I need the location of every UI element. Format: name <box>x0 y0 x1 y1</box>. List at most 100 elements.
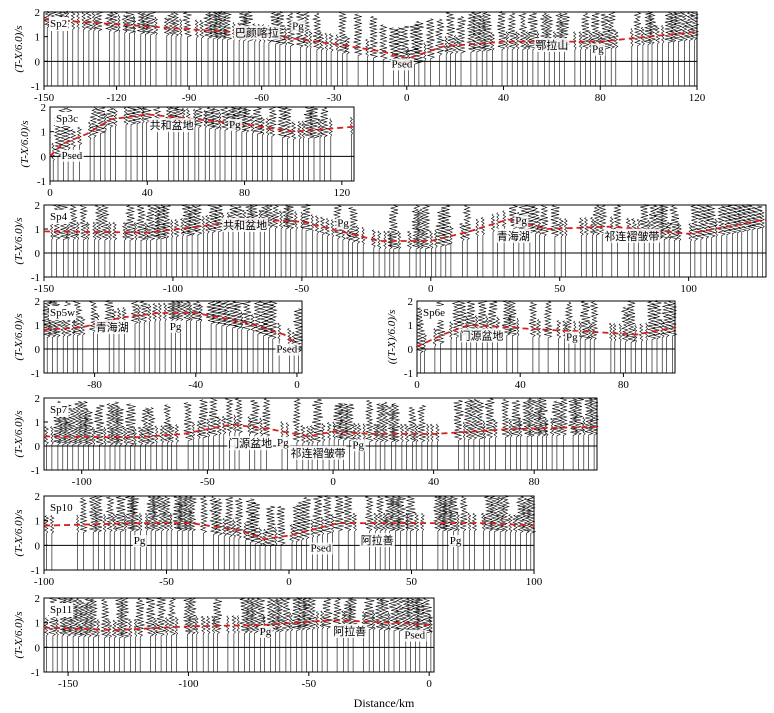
y-tick-label: 2 <box>35 7 41 19</box>
trace <box>50 426 54 470</box>
trace <box>600 13 611 86</box>
trace <box>485 398 495 470</box>
trace <box>333 495 345 570</box>
trace <box>556 320 562 373</box>
trace <box>578 31 583 86</box>
x-tick-label: -90 <box>182 92 197 104</box>
trace <box>727 205 738 277</box>
pg-pick-curve <box>416 324 676 348</box>
trace <box>411 205 421 277</box>
trace <box>275 598 285 672</box>
trace <box>183 402 193 470</box>
trace <box>742 204 753 277</box>
y-tick-label: 0 <box>35 642 41 654</box>
trace <box>211 107 221 181</box>
trace <box>135 598 145 672</box>
trace <box>202 11 213 86</box>
trace <box>222 300 232 373</box>
trace <box>580 12 591 86</box>
trace <box>297 120 302 181</box>
trace <box>581 416 586 470</box>
trace <box>413 20 425 86</box>
trace <box>73 598 84 672</box>
seismic-traces-sp11 <box>43 597 434 672</box>
panel-sp4: -1 0 1 2 -150 -100 -50 0 50 100 (T-X/6.0)/s Sp4 共和盆地… <box>13 200 767 295</box>
trace <box>516 317 520 373</box>
trace <box>270 205 281 277</box>
y-tick-label: 1 <box>35 32 41 44</box>
trace <box>231 615 237 672</box>
x-tick-label: 0 <box>47 187 53 199</box>
y-tick-label: 1 <box>35 417 41 429</box>
y-tick-label: 0 <box>35 441 41 453</box>
annotation-backdrop <box>564 331 580 344</box>
trace <box>375 495 385 570</box>
trace <box>451 300 462 373</box>
x-tick-label: 80 <box>239 187 251 199</box>
trace <box>388 205 400 277</box>
trace <box>415 208 425 277</box>
trace <box>300 204 312 277</box>
x-tick-label: 100 <box>526 576 543 588</box>
x-tick-label: -50 <box>301 678 316 690</box>
trace <box>252 107 264 181</box>
trace <box>51 142 56 181</box>
trace <box>606 11 617 86</box>
trace <box>171 11 180 86</box>
trace <box>444 36 449 86</box>
trace <box>182 301 192 373</box>
trace <box>173 218 180 277</box>
trace <box>105 496 115 570</box>
annotation-backdrop <box>403 629 427 642</box>
y-axis-label: (T-X/6.0)/s <box>13 313 25 360</box>
phase-annotation: Pg <box>277 437 289 449</box>
trace <box>343 35 351 86</box>
trace <box>646 301 657 373</box>
trace <box>49 221 54 277</box>
trace <box>421 205 431 277</box>
trace <box>94 204 104 277</box>
trace <box>105 107 115 181</box>
phase-annotation: Pg <box>229 119 241 131</box>
trace <box>88 598 98 672</box>
trace <box>146 11 156 86</box>
y-axis-label: (T-X/6.0)/s <box>13 25 25 72</box>
trace <box>640 27 645 86</box>
trace <box>242 522 248 570</box>
phase-annotation: Pg <box>450 535 462 547</box>
phase-annotation: Pg <box>337 218 349 230</box>
trace <box>233 300 244 373</box>
trace <box>187 496 198 570</box>
trace <box>198 303 204 373</box>
y-tick-label: 2 <box>408 296 414 308</box>
trace <box>311 12 322 86</box>
x-tick-label: -50 <box>159 576 174 588</box>
shot-point-label: Sp3c <box>56 113 78 125</box>
y-tick-label: 2 <box>35 200 41 212</box>
trace <box>88 495 99 570</box>
label-backdrop <box>49 403 69 417</box>
trace <box>152 204 162 277</box>
annotation-backdrop <box>448 535 463 548</box>
trace <box>259 300 269 373</box>
trace <box>448 321 454 373</box>
trace <box>194 615 199 672</box>
x-tick-label: 80 <box>529 476 541 488</box>
trace <box>84 12 94 86</box>
phase-annotation: 共和盆地 <box>150 118 194 132</box>
y-axis-label: (T-X/6.0)/s <box>13 217 25 264</box>
trace <box>70 317 76 373</box>
annotation-backdrop <box>132 535 147 548</box>
trace <box>441 495 454 570</box>
panel-sp2: -1 0 1 2 -150 -120 -90 -60 -30 0 40 80 120 (T-X/6.0)/… <box>13 7 706 104</box>
trace <box>191 301 203 373</box>
annotation-backdrop <box>289 445 347 460</box>
trace <box>258 417 264 470</box>
trace <box>375 403 385 470</box>
trace <box>489 496 500 570</box>
trace <box>435 423 440 470</box>
trace <box>706 205 717 277</box>
y-tick-label: 0 <box>35 344 41 356</box>
trace <box>425 18 436 86</box>
